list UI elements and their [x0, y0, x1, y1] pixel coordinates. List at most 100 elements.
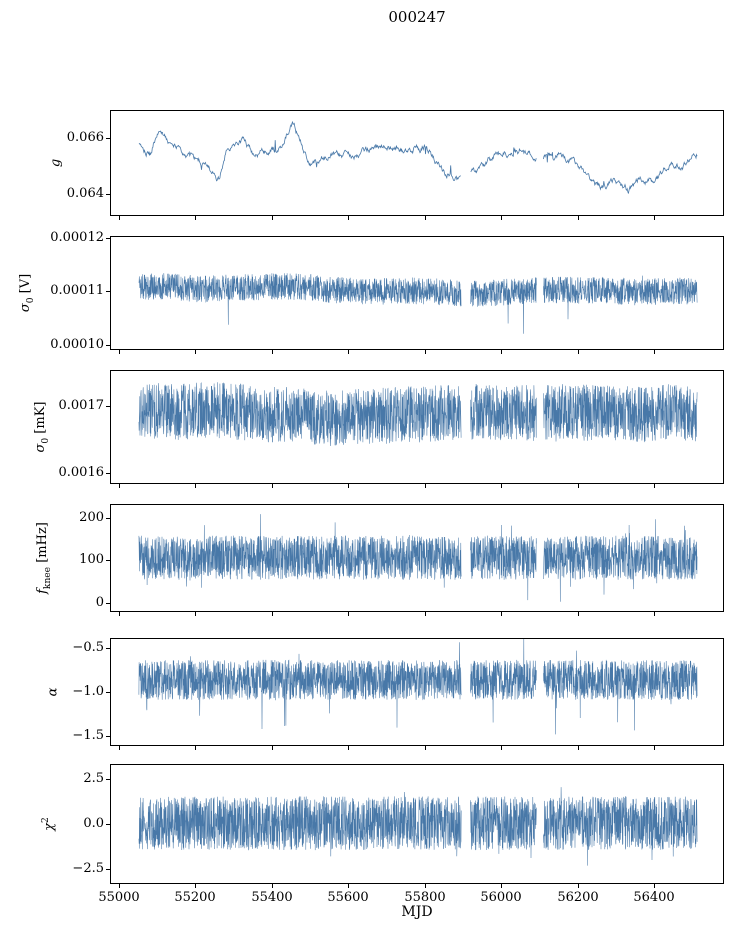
plot-area-alpha: [138, 639, 698, 735]
y-axis-label-fknee: fknee [mHz]: [35, 522, 53, 594]
y-tick-label: 0.00012: [50, 230, 104, 245]
x-tick-mark: [578, 884, 579, 888]
panel-fknee: [110, 504, 724, 612]
x-tick-mark: [501, 484, 502, 488]
x-tick-mark: [195, 746, 196, 750]
y-tick-label: −2.5: [72, 861, 104, 876]
x-tick-label: 55000: [98, 890, 140, 905]
y-axis-label-chi2: χ2: [40, 817, 58, 831]
y-tick-mark: [106, 869, 110, 870]
x-tick-mark: [425, 612, 426, 616]
x-tick-label: 55400: [251, 890, 293, 905]
x-tick-label: 55800: [404, 890, 446, 905]
y-tick-label: 2.5: [83, 771, 104, 786]
x-tick-mark: [195, 612, 196, 616]
x-tick-mark: [425, 746, 426, 750]
x-tick-mark: [348, 484, 349, 488]
panel-alpha: [110, 638, 724, 746]
y-tick-mark: [106, 824, 110, 825]
x-tick-mark: [348, 350, 349, 354]
x-tick-mark: [654, 484, 655, 488]
g-series: [138, 120, 698, 194]
y-tick-mark: [106, 736, 110, 737]
x-tick-mark: [654, 746, 655, 750]
x-tick-mark: [119, 746, 120, 750]
x-tick-mark: [348, 746, 349, 750]
y-tick-mark: [106, 138, 110, 139]
y-tick-mark: [106, 345, 110, 346]
y-tick-label: 0: [95, 595, 104, 610]
plot-area-chi2: [138, 787, 698, 866]
x-tick-mark: [501, 746, 502, 750]
x-tick-mark: [195, 216, 196, 220]
x-tick-mark: [348, 612, 349, 616]
x-axis-label: MJD: [401, 904, 433, 920]
y-tick-mark: [106, 560, 110, 561]
panel-sigma0-mK: [110, 370, 724, 484]
chi2-series: [138, 787, 698, 866]
y-tick-label: −1.5: [72, 728, 104, 743]
x-tick-label: 56200: [557, 890, 599, 905]
x-tick-mark: [272, 484, 273, 488]
y-tick-label: 200: [79, 510, 104, 525]
y-axis-label-sigma0-V: σ0 [V]: [18, 273, 36, 313]
y-tick-label: 0.00011: [50, 283, 104, 298]
panel-sigma0-V: [110, 236, 724, 350]
x-tick-mark: [119, 216, 120, 220]
x-tick-mark: [348, 884, 349, 888]
chart-title: 000247: [388, 8, 446, 26]
y-tick-mark: [106, 406, 110, 407]
sigma0-V-series: [138, 273, 698, 334]
x-tick-mark: [578, 350, 579, 354]
x-tick-mark: [654, 216, 655, 220]
x-tick-mark: [425, 884, 426, 888]
x-tick-mark: [578, 612, 579, 616]
x-tick-mark: [654, 350, 655, 354]
y-axis-label-g: g: [48, 158, 64, 168]
x-tick-mark: [272, 350, 273, 354]
plot-area-sigma0-mK: [138, 382, 698, 447]
x-tick-mark: [119, 484, 120, 488]
x-tick-label: 56400: [633, 890, 675, 905]
x-tick-mark: [578, 484, 579, 488]
sigma0-mK-series: [138, 382, 698, 447]
x-tick-mark: [272, 612, 273, 616]
x-tick-mark: [195, 350, 196, 354]
y-tick-mark: [106, 779, 110, 780]
x-tick-mark: [578, 216, 579, 220]
x-tick-mark: [195, 884, 196, 888]
y-tick-mark: [106, 473, 110, 474]
y-tick-mark: [106, 692, 110, 693]
x-tick-mark: [272, 884, 273, 888]
x-tick-mark: [272, 216, 273, 220]
y-tick-mark: [106, 603, 110, 604]
y-tick-label: −0.5: [72, 640, 104, 655]
alpha-series: [138, 639, 698, 735]
y-tick-label: −1.0: [72, 684, 104, 699]
x-tick-mark: [425, 484, 426, 488]
fknee-series: [138, 514, 698, 602]
y-tick-label: 0.0: [83, 816, 104, 831]
y-tick-mark: [106, 238, 110, 239]
y-tick-label: 0.064: [66, 186, 104, 201]
panel-chi2: [110, 764, 724, 884]
x-tick-mark: [348, 216, 349, 220]
y-tick-label: 0.00010: [50, 337, 104, 352]
x-tick-label: 56000: [480, 890, 522, 905]
x-tick-mark: [501, 612, 502, 616]
plot-area-fknee: [138, 514, 698, 602]
y-tick-mark: [106, 518, 110, 519]
y-axis-label-alpha: α: [45, 687, 61, 697]
x-tick-mark: [425, 216, 426, 220]
x-tick-mark: [119, 350, 120, 354]
plot-area-g: [138, 120, 698, 194]
x-tick-mark: [501, 216, 502, 220]
x-tick-mark: [501, 350, 502, 354]
x-tick-mark: [119, 884, 120, 888]
y-tick-label: 100: [79, 552, 104, 567]
y-axis-label-sigma0-mK: σ0 [mK]: [33, 401, 51, 453]
y-tick-label: 0.0017: [58, 398, 105, 413]
x-tick-label: 55200: [174, 890, 216, 905]
x-tick-mark: [195, 484, 196, 488]
